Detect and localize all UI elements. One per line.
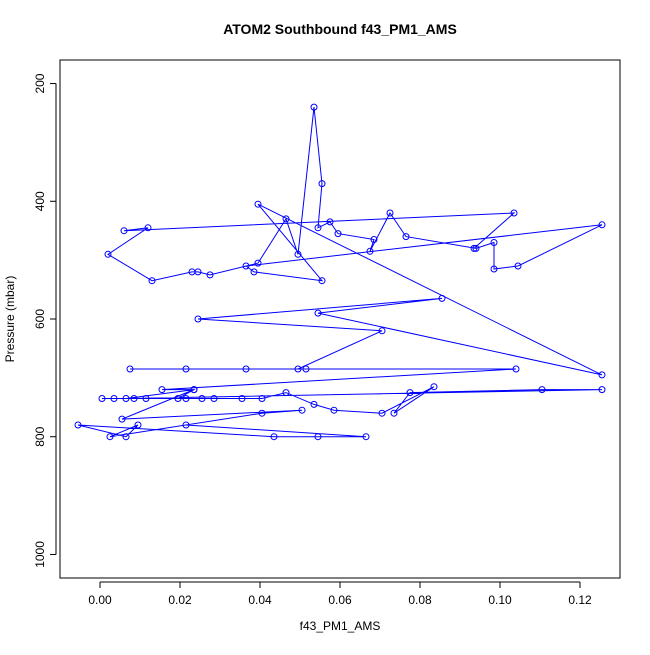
y-tick-label: 600 bbox=[33, 309, 47, 329]
data-point bbox=[250, 268, 258, 276]
data-point bbox=[242, 365, 250, 373]
data-point bbox=[120, 227, 128, 235]
data-point bbox=[258, 395, 266, 402]
data-point bbox=[318, 277, 326, 285]
data-point bbox=[378, 327, 386, 335]
x-tick-label: 0.00 bbox=[88, 593, 112, 607]
data-point bbox=[472, 244, 480, 252]
data-point bbox=[110, 395, 118, 402]
data-point bbox=[598, 386, 606, 394]
data-point bbox=[254, 259, 262, 267]
data-point bbox=[118, 415, 126, 423]
data-point bbox=[366, 247, 374, 255]
x-tick-label: 0.12 bbox=[568, 593, 592, 607]
data-point bbox=[326, 218, 334, 226]
data-point bbox=[318, 180, 326, 188]
data-point bbox=[438, 294, 446, 302]
data-point bbox=[406, 389, 414, 397]
data-point bbox=[302, 365, 310, 373]
data-point bbox=[210, 395, 218, 402]
data-point bbox=[254, 200, 262, 208]
data-point bbox=[242, 262, 250, 270]
y-tick-label: 1000 bbox=[33, 541, 47, 568]
x-axis: 0.00 0.02 0.04 0.06 0.08 0.10 0.12 bbox=[88, 581, 592, 607]
x-tick-label: 0.04 bbox=[248, 593, 272, 607]
y-axis-label: Pressure (mbar) bbox=[3, 276, 17, 363]
data-point bbox=[106, 433, 114, 441]
data-point bbox=[174, 395, 182, 402]
data-point bbox=[238, 395, 246, 402]
data-point bbox=[490, 239, 498, 246]
data-point bbox=[144, 224, 152, 232]
data-point bbox=[598, 371, 606, 379]
data-point bbox=[182, 421, 190, 429]
data-point bbox=[598, 221, 606, 229]
y-tick-label: 800 bbox=[33, 426, 47, 446]
data-point bbox=[386, 209, 394, 217]
data-point bbox=[270, 433, 278, 441]
data-point bbox=[314, 433, 322, 441]
data-point bbox=[490, 265, 498, 273]
data-point bbox=[206, 271, 214, 279]
data-point bbox=[194, 315, 202, 323]
data-point bbox=[310, 103, 318, 111]
x-tick-label: 0.08 bbox=[408, 593, 432, 607]
x-tick-label: 0.06 bbox=[328, 593, 352, 607]
data-point bbox=[294, 365, 302, 373]
data-point bbox=[258, 409, 266, 417]
data-point bbox=[514, 262, 522, 270]
data-point bbox=[194, 268, 202, 276]
chart-title: ATOM2 Southbound f43_PM1_AMS bbox=[223, 21, 457, 37]
data-point bbox=[314, 309, 322, 317]
data-point bbox=[402, 233, 410, 241]
data-point bbox=[74, 421, 82, 429]
plot-frame bbox=[59, 59, 621, 579]
data-point bbox=[334, 230, 342, 238]
data-point bbox=[122, 433, 130, 441]
data-point bbox=[158, 386, 166, 394]
data-point bbox=[512, 365, 520, 373]
data-point bbox=[126, 365, 134, 373]
data-point bbox=[98, 395, 106, 402]
series-layer bbox=[74, 103, 606, 441]
data-point bbox=[122, 395, 130, 402]
data-point bbox=[470, 244, 478, 252]
series-line bbox=[77, 107, 603, 438]
data-point bbox=[190, 386, 198, 394]
y-tick-label: 200 bbox=[33, 73, 47, 93]
data-point bbox=[362, 433, 370, 441]
data-point bbox=[330, 406, 338, 414]
data-point bbox=[182, 395, 190, 402]
data-point bbox=[134, 421, 142, 429]
x-tick-label: 0.10 bbox=[488, 593, 512, 607]
data-point bbox=[314, 224, 322, 232]
data-point bbox=[130, 395, 138, 402]
data-point bbox=[294, 250, 302, 258]
data-point bbox=[282, 215, 290, 223]
data-point bbox=[310, 400, 318, 408]
data-point bbox=[142, 395, 150, 402]
data-point bbox=[282, 389, 290, 397]
data-point bbox=[298, 406, 306, 414]
data-point bbox=[538, 386, 546, 394]
data-point bbox=[104, 250, 112, 258]
data-point bbox=[378, 409, 386, 417]
data-point bbox=[198, 395, 206, 402]
data-point bbox=[370, 236, 378, 243]
data-point bbox=[510, 209, 518, 217]
data-point bbox=[148, 277, 156, 285]
data-point bbox=[390, 409, 398, 417]
y-tick-label: 400 bbox=[33, 191, 47, 211]
x-tick-label: 0.02 bbox=[168, 593, 192, 607]
data-point bbox=[182, 365, 190, 373]
y-axis: 200 400 600 800 1000 bbox=[33, 73, 57, 568]
data-point bbox=[430, 383, 438, 391]
x-axis-label: f43_PM1_AMS bbox=[300, 619, 381, 633]
